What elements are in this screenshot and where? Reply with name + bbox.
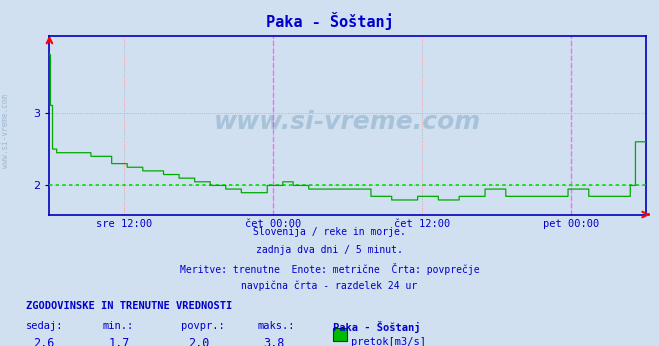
Text: navpična črta - razdelek 24 ur: navpična črta - razdelek 24 ur — [241, 281, 418, 291]
Text: min.:: min.: — [102, 321, 133, 331]
Text: www.si-vreme.com: www.si-vreme.com — [1, 94, 10, 169]
Text: povpr.:: povpr.: — [181, 321, 225, 331]
Text: 3,8: 3,8 — [264, 337, 285, 346]
Text: ZGODOVINSKE IN TRENUTNE VREDNOSTI: ZGODOVINSKE IN TRENUTNE VREDNOSTI — [26, 301, 233, 311]
Text: pretok[m3/s]: pretok[m3/s] — [351, 337, 426, 346]
Text: 1,7: 1,7 — [109, 337, 130, 346]
Text: 2,6: 2,6 — [33, 337, 54, 346]
Text: www.si-vreme.com: www.si-vreme.com — [214, 110, 481, 134]
Text: Paka - Šoštanj: Paka - Šoštanj — [266, 12, 393, 30]
Text: Paka - Šoštanj: Paka - Šoštanj — [333, 321, 420, 333]
Text: Slovenija / reke in morje.: Slovenija / reke in morje. — [253, 227, 406, 237]
Text: 2,0: 2,0 — [188, 337, 209, 346]
Text: zadnja dva dni / 5 minut.: zadnja dva dni / 5 minut. — [256, 245, 403, 255]
Text: maks.:: maks.: — [257, 321, 295, 331]
Text: sedaj:: sedaj: — [26, 321, 64, 331]
Text: Meritve: trenutne  Enote: metrične  Črta: povprečje: Meritve: trenutne Enote: metrične Črta: … — [180, 263, 479, 275]
